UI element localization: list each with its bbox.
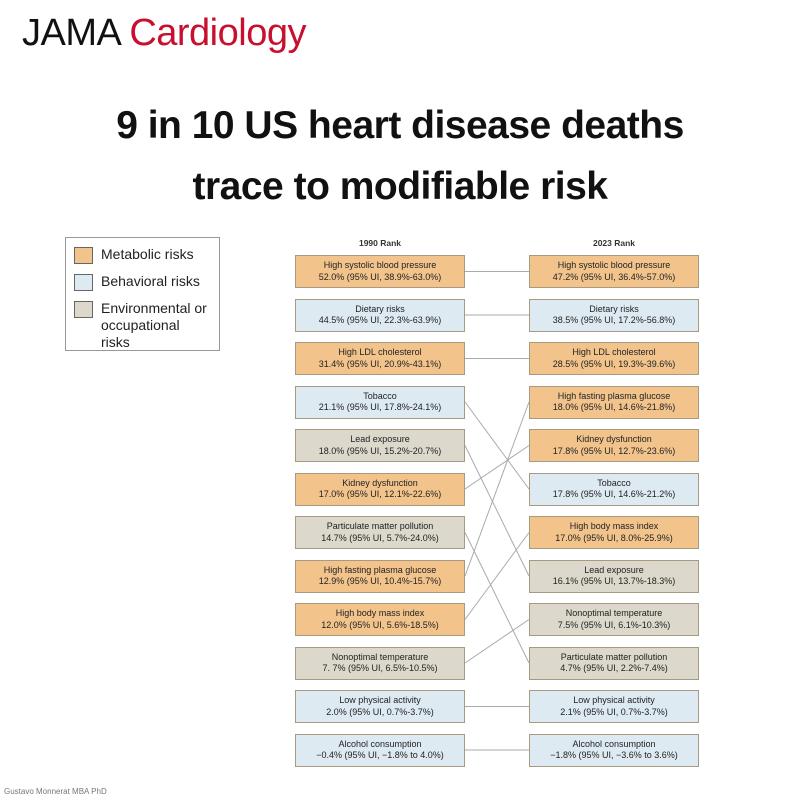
column-title: 2023 Rank (592, 238, 636, 248)
risk-name: Dietary risks (355, 303, 405, 314)
risk-box: High systolic blood pressure 47.2% (95% U… (529, 255, 699, 288)
risk-stats: 14.7% (95% UI, 5.7%-24.0%) (321, 532, 439, 543)
brand: JAMA Cardiology (22, 12, 306, 55)
risk-stats: 2.1% (95% UI, 0.7%-3.7%) (560, 706, 668, 717)
risk-stats: 7. 7% (95% UI, 6.5%-10.5%) (322, 663, 438, 673)
title-line: 9 in 10 US heart disease deaths (116, 104, 684, 147)
risk-box: Tobacco 17.8% (95% UI, 14.6%-21.2%) (529, 472, 699, 506)
risk-box: High LDL cholesterol 31.4% (95% UI, 20.9%… (295, 342, 465, 375)
risk-stats: 18.0% (95% UI, 15.2%-20.7%) (318, 445, 442, 456)
risk-box: Alcohol consumption −1.8% (95% UI, −3.6% … (529, 733, 699, 767)
risk-stats: −0.4% (95% UI, −1.8% to 4.0%) (316, 750, 444, 760)
legend-swatch (74, 247, 93, 264)
risk-stats: 18.0% (95% UI, 14.6%-21.8%) (552, 402, 676, 412)
risk-name: Lead exposure (584, 564, 644, 575)
rank-link (464, 445, 530, 490)
risk-name: Low physical activity (573, 695, 655, 705)
risk-box: High LDL cholesterol 28.5% (95% UI, 19.3%… (529, 342, 699, 375)
legend-swatch (74, 301, 93, 318)
rank-link (464, 401, 530, 490)
risk-name: High systolic blood pressure (323, 260, 437, 270)
risk-stats: −1.8% (95% UI, −3.6% to 3.6%) (550, 750, 678, 760)
rank-link (464, 619, 530, 664)
risk-stats: 52.0% (95% UI, 38.9%-63.0%) (318, 271, 442, 282)
risk-name: Kidney dysfunction (342, 477, 418, 488)
risk-name: Alcohol consumption (338, 738, 422, 749)
risk-name: Kidney dysfunction (576, 434, 652, 444)
risk-stats: 4.7% (95% UI, 2.2%-7.4%) (560, 663, 668, 673)
risk-box: Low physical activity 2.1% (95% UI, 0.7%-… (529, 690, 699, 723)
risk-box: Lead exposure 18.0% (95% UI, 15.2%-20.7%) (295, 429, 465, 462)
legend-item: Metabolic risks (74, 246, 211, 264)
risk-name: Lead exposure (350, 434, 410, 444)
risk-stats: 17.8% (95% UI, 14.6%-21.2%) (552, 489, 676, 499)
risk-name: Low physical activity (339, 695, 421, 705)
risk-name: Nonoptimal temperature (565, 608, 663, 618)
risk-name: High fasting plasma glucose (557, 390, 671, 401)
risk-box: Lead exposure 16.1% (95% UI, 13.7%-18.3%) (529, 559, 699, 593)
risk-name: High fasting plasma glucose (323, 564, 437, 575)
rank-link (464, 401, 530, 577)
risk-box: Dietary risks 44.5% (95% UI, 22.3%-63.9%) (295, 298, 465, 332)
risk-name: High LDL cholesterol (572, 347, 656, 357)
risk-stats: 17.8% (95% UI, 12.7%-23.6%) (552, 445, 676, 456)
risk-box: High systolic blood pressure 52.0% (95% U… (295, 255, 465, 288)
risk-name: High body mass index (569, 521, 659, 531)
risk-stats: 21.1% (95% UI, 17.8%-24.1%) (318, 402, 442, 412)
risk-box: Nonoptimal temperature 7. 7% (95% UI, 6.5… (295, 646, 465, 680)
risk-box: High fasting plasma glucose 18.0% (95% UI… (529, 385, 699, 419)
risk-stats: 38.5% (95% UI, 17.2%-56.8%) (552, 315, 676, 325)
legend-item: Environmental or occupational risks (74, 300, 211, 351)
legend-label: Behavioral risks (101, 273, 200, 289)
rank-link (464, 445, 530, 577)
legend: Metabolic risks Behavioral risks Environme… (65, 237, 220, 351)
risk-box: High body mass index 12.0% (95% UI, 5.6%-… (295, 603, 465, 636)
risk-stats: 31.4% (95% UI, 20.9%-43.1%) (318, 358, 442, 369)
brand-name: JAMA (22, 12, 120, 54)
rank-link (464, 532, 530, 664)
risk-name: Tobacco (597, 477, 631, 488)
column-title: 1990 Rank (358, 238, 402, 248)
risk-name: Particulate matter pollution (560, 651, 668, 662)
risk-box: High body mass index 17.0% (95% UI, 8.0%-… (529, 516, 699, 549)
risk-stats: 12.0% (95% UI, 5.6%-18.5%) (321, 619, 439, 630)
risk-name: High systolic blood pressure (557, 260, 671, 270)
risk-box: Dietary risks 38.5% (95% UI, 17.2%-56.8%) (529, 298, 699, 332)
title-line: trace to modifiable risk (192, 165, 608, 208)
legend-label: Environmental or occupational risks (101, 300, 207, 350)
legend-swatch (74, 274, 93, 291)
risk-box: Particulate matter pollution 14.7% (95% U… (295, 516, 465, 549)
risk-box: Kidney dysfunction 17.0% (95% UI, 12.1%-2… (295, 472, 465, 506)
risk-stats: 17.0% (95% UI, 12.1%-22.6%) (318, 489, 442, 499)
risk-stats: 2.0% (95% UI, 0.7%-3.7%) (326, 706, 434, 717)
risk-stats: 16.1% (95% UI, 13.7%-18.3%) (552, 576, 676, 586)
risk-stats: 7.5% (95% UI, 6.1%-10.3%) (557, 619, 671, 630)
journal-name: Cardiology (129, 12, 306, 54)
risk-name: Nonoptimal temperature (331, 651, 429, 662)
risk-name: Dietary risks (589, 303, 639, 314)
risk-box: Alcohol consumption −0.4% (95% UI, −1.8% … (295, 733, 465, 767)
risk-name: High LDL cholesterol (338, 347, 422, 357)
risk-name: High body mass index (335, 608, 425, 618)
risk-name: Alcohol consumption (572, 738, 656, 749)
risk-box: Nonoptimal temperature 7.5% (95% UI, 6.1%… (529, 603, 699, 636)
rank-link (464, 532, 530, 620)
risk-stats: 28.5% (95% UI, 19.3%-39.6%) (552, 358, 676, 369)
legend-label: Metabolic risks (101, 246, 194, 262)
risk-box: Particulate matter pollution 4.7% (95% UI… (529, 646, 699, 680)
risk-box: High fasting plasma glucose 12.9% (95% UI… (295, 559, 465, 593)
risk-stats: 17.0% (95% UI, 8.0%-25.9%) (555, 532, 673, 543)
risk-stats: 44.5% (95% UI, 22.3%-63.9%) (318, 315, 442, 325)
risk-name: Tobacco (363, 390, 397, 401)
risk-box: Kidney dysfunction 17.8% (95% UI, 12.7%-2… (529, 429, 699, 462)
legend-item: Behavioral risks (74, 273, 211, 291)
risk-box: Low physical activity 2.0% (95% UI, 0.7%-… (295, 690, 465, 723)
risk-box: Tobacco 21.1% (95% UI, 17.8%-24.1%) (295, 385, 465, 419)
footer: Gustavo Monnerat MBA PhD (4, 787, 107, 796)
risk-stats: 12.9% (95% UI, 10.4%-15.7%) (318, 576, 442, 586)
risk-name: Particulate matter pollution (326, 521, 434, 531)
risk-stats: 47.2% (95% UI, 36.4%-57.0%) (552, 271, 676, 282)
